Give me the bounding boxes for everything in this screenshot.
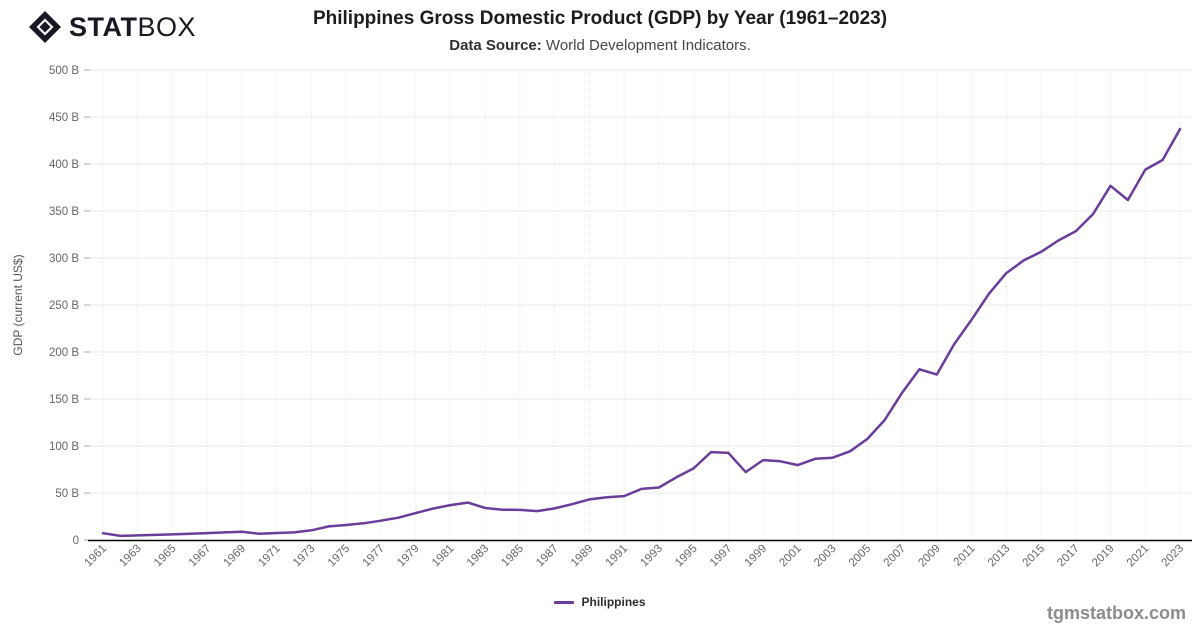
x-axis-tick-label: 1967 bbox=[187, 543, 214, 570]
x-axis-tick-label: 1995 bbox=[673, 543, 700, 570]
x-axis-tick-label: 2021 bbox=[1125, 543, 1152, 570]
x-axis-tick-label: 2001 bbox=[777, 543, 804, 570]
logo-stat-text: STAT bbox=[69, 12, 138, 42]
x-axis-tick-label: 1965 bbox=[152, 543, 179, 570]
site-watermark: tgmstatbox.com bbox=[1046, 603, 1186, 623]
x-axis-tick-label: 2003 bbox=[812, 543, 839, 570]
statbox-logo: STATBOX bbox=[28, 10, 196, 44]
x-axis-tick-label: 1973 bbox=[291, 543, 318, 570]
x-axis-tick-label: 2019 bbox=[1090, 543, 1117, 570]
y-axis-tick-label: 200 B bbox=[49, 347, 79, 359]
x-axis-tick-label: 2005 bbox=[847, 543, 874, 570]
x-axis-tick-label: 1981 bbox=[430, 543, 457, 570]
x-axis-tick-label: 1963 bbox=[117, 543, 144, 570]
y-axis-tick-label: 0 bbox=[73, 535, 79, 547]
statbox-diamond-icon bbox=[29, 11, 61, 43]
x-axis-tick-label: 1989 bbox=[569, 543, 596, 570]
y-axis-tick-label: 100 B bbox=[49, 441, 79, 453]
x-axis-tick-label: 2017 bbox=[1055, 543, 1082, 570]
x-axis-tick-label: 2015 bbox=[1021, 543, 1048, 570]
x-axis-tick-label: 1993 bbox=[638, 543, 665, 570]
y-axis-tick-label: 500 B bbox=[49, 65, 79, 77]
x-axis-tick-label: 1985 bbox=[499, 543, 526, 570]
x-axis-tick-label: 1971 bbox=[256, 543, 283, 570]
chart-legend: Philippines bbox=[0, 595, 1200, 609]
x-axis-tick-label: 1987 bbox=[534, 543, 561, 570]
x-axis-tick-label: 1961 bbox=[83, 543, 110, 570]
x-axis-tick-label: 2023 bbox=[1160, 543, 1187, 570]
x-axis-tick-label: 2011 bbox=[952, 543, 978, 569]
y-axis-tick-label: 250 B bbox=[49, 300, 79, 312]
y-axis-tick-label: 50 B bbox=[55, 488, 79, 500]
x-axis-tick-label: 1983 bbox=[465, 543, 492, 570]
y-axis-tick-label: 400 B bbox=[49, 159, 79, 171]
y-axis-title: GDP (current US$) bbox=[11, 254, 25, 355]
x-axis-tick-label: 1969 bbox=[222, 543, 249, 570]
x-axis-tick-label: 1975 bbox=[326, 543, 353, 570]
y-axis-tick-label: 450 B bbox=[49, 112, 79, 124]
legend-series-label: Philippines bbox=[581, 595, 646, 609]
x-axis-tick-label: 1991 bbox=[604, 543, 631, 570]
x-axis-tick-label: 2013 bbox=[986, 543, 1013, 570]
x-axis-tick-label: 1979 bbox=[395, 543, 422, 570]
y-axis-tick-label: 300 B bbox=[49, 253, 79, 265]
x-axis-tick-label: 1977 bbox=[360, 543, 387, 570]
x-axis-tick-label: 2009 bbox=[916, 543, 943, 570]
logo-box-text: BOX bbox=[137, 12, 197, 42]
legend-line-swatch bbox=[554, 600, 575, 604]
x-axis-tick-label: 2007 bbox=[882, 543, 909, 570]
statbox-logo-text: STATBOX bbox=[69, 10, 196, 44]
y-axis-tick-label: 150 B bbox=[49, 394, 79, 406]
x-axis-tick-label: 1999 bbox=[743, 543, 770, 570]
y-axis-tick-label: 350 B bbox=[49, 206, 79, 218]
x-axis-tick-label: 1997 bbox=[708, 543, 735, 570]
gdp-series-line bbox=[101, 127, 1182, 538]
